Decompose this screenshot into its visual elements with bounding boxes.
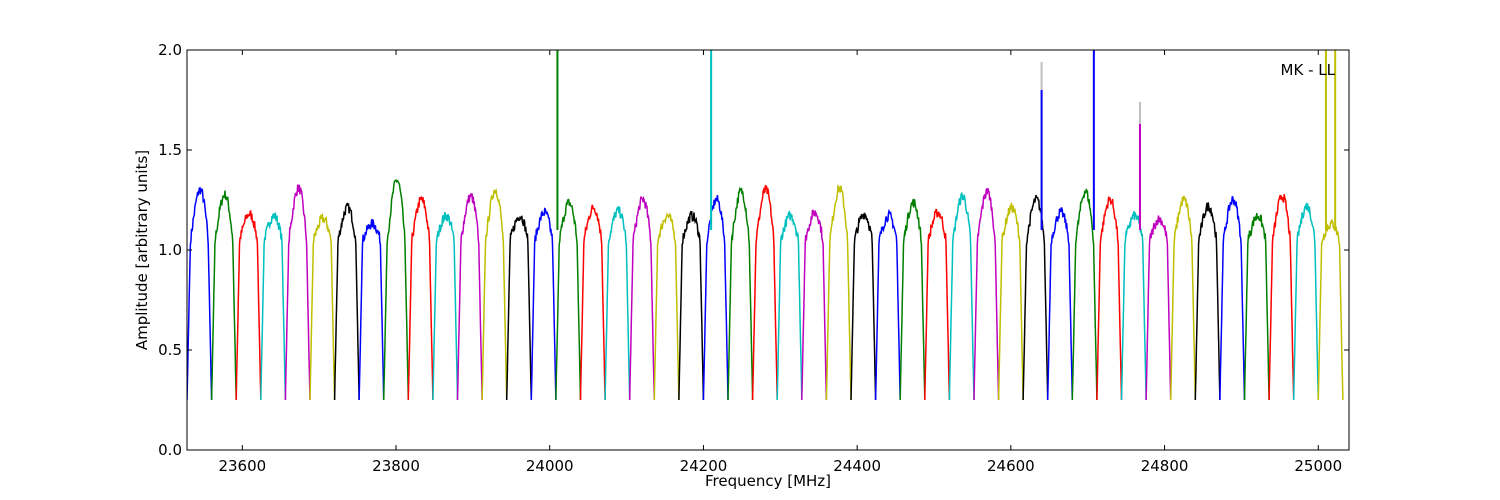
- x-axis-ticks: 23600 23800 24000 24200 24400 24600 24800 25000: [218, 50, 1342, 475]
- spectrum-band-line: [751, 184, 778, 401]
- spectrum-band-line: [1096, 196, 1123, 401]
- y-tick-label: 0.0: [158, 441, 182, 459]
- spectrum-band-line: [899, 198, 926, 401]
- spectrum-band-line: [776, 210, 803, 401]
- spectrum-band-line: [1071, 188, 1098, 401]
- y-tick-label: 2.0: [158, 41, 182, 59]
- spectrum-band-line: [187, 186, 213, 401]
- spectrum-band-line: [702, 195, 729, 401]
- spectrum-band-line: [1145, 215, 1172, 401]
- y-axis-label: Amplitude [arbitrary units]: [133, 150, 151, 350]
- spectrum-band-line: [628, 195, 656, 401]
- spectrum-band-line: [555, 198, 582, 401]
- x-tick-label: 24400: [833, 457, 881, 475]
- spectrum-band-line: [604, 206, 631, 401]
- spectrum-band-line: [727, 186, 754, 401]
- spectrum-band-line: [1194, 202, 1221, 401]
- y-tick-label: 0.5: [158, 341, 182, 359]
- x-tick-label: 25000: [1294, 457, 1342, 475]
- series-layer: [187, 50, 1344, 401]
- y-tick-label: 1.5: [158, 141, 182, 159]
- spectrum-band-line: [210, 190, 237, 401]
- spectrum-band-line: [235, 209, 262, 401]
- chart-annotation: MK - LL: [1281, 61, 1336, 79]
- x-tick-label: 24600: [987, 457, 1035, 475]
- spectrum-band-line: [309, 212, 336, 401]
- spectrum-band-line: [1268, 194, 1295, 401]
- spectrum-band-line: [530, 207, 557, 401]
- spectrum-band-line: [432, 211, 459, 401]
- x-tick-label: 24800: [1141, 457, 1189, 475]
- spectrum-band-line: [260, 212, 287, 401]
- x-tick-label: 24000: [526, 457, 574, 475]
- spectrum-band-line: [973, 188, 1000, 401]
- spectrum-band-line: [333, 202, 360, 401]
- spectrum-band-line: [825, 185, 852, 401]
- y-tick-label: 1.0: [158, 241, 182, 259]
- x-tick-label: 23800: [372, 457, 420, 475]
- spectrum-band-line: [653, 212, 680, 401]
- spectrum-band-line: [801, 209, 828, 401]
- x-tick-label: 23600: [218, 457, 266, 475]
- spectrum-band-line: [1022, 194, 1049, 401]
- spectrum-band-line: [1292, 202, 1320, 401]
- spectrum-band-line: [678, 210, 705, 401]
- spectrum-band-line: [382, 178, 410, 401]
- x-tick-label: 24200: [680, 457, 728, 475]
- spectrum-band-line: [579, 204, 606, 401]
- spectrum-band-line: [948, 191, 975, 401]
- spectrum-band-line: [1219, 196, 1246, 401]
- spectrum-band-line: [407, 195, 434, 401]
- spectrum-band-line: [481, 188, 508, 401]
- spectrum-band-line: [1169, 195, 1197, 401]
- spectrum-band-line: [874, 208, 901, 401]
- spectrum-band-line: [358, 218, 385, 401]
- spectrum-band-line: [1120, 211, 1147, 401]
- spectrum-band-line: [284, 184, 311, 401]
- spectrum-band-line: [1243, 213, 1270, 401]
- spectrum-band-line: [850, 212, 877, 401]
- spectrum-band-line: [456, 193, 483, 401]
- spectrum-band-line: [997, 202, 1024, 401]
- spectrum-band-line: [924, 208, 951, 401]
- x-axis-label: Frequency [MHz]: [705, 472, 831, 490]
- spectrum-band-line: [505, 215, 533, 401]
- spectrum-band-line: [1046, 207, 1074, 401]
- y-axis-ticks: 0.0 0.5 1.0 1.5 2.0: [158, 41, 1349, 459]
- spectrum-band-line: [1317, 219, 1344, 401]
